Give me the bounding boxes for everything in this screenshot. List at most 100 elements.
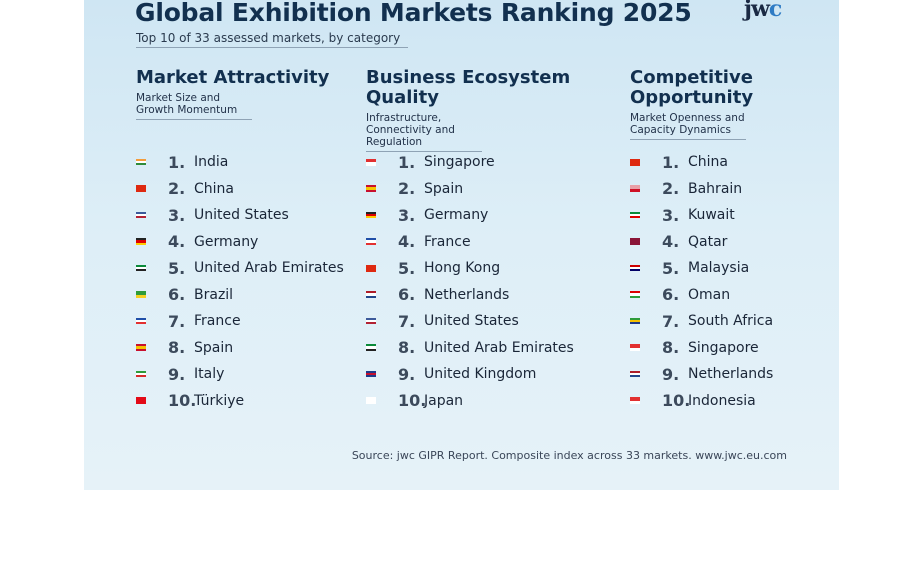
flag-icon — [630, 291, 640, 298]
rank-number: 2. — [168, 179, 186, 198]
rank-number: 7. — [398, 311, 416, 331]
flag-stripe — [366, 400, 376, 404]
ranking-row: 3. Germany — [366, 202, 488, 228]
rank-number: 8. — [662, 338, 680, 357]
flag-stripe — [630, 400, 640, 404]
flag-stripe — [136, 211, 146, 214]
rank-number: 7. — [168, 311, 186, 331]
flag-stripe — [366, 216, 376, 219]
flag-icon — [136, 158, 146, 166]
category-column: Business Ecosystem Quality Infrastructure… — [366, 68, 606, 410]
country-name: Germany — [424, 207, 489, 223]
flag-icon — [366, 397, 376, 404]
flag-stripe — [136, 213, 146, 217]
flag-stripe — [630, 213, 640, 217]
country-name: Singapore — [424, 154, 495, 170]
ranking-row: 4. Qatar — [630, 229, 727, 255]
flag-stripe — [630, 266, 640, 270]
flag-icon — [366, 317, 376, 325]
logo-accent: c — [768, 0, 782, 22]
flag-stripe — [136, 240, 146, 243]
flag-icon — [136, 211, 146, 219]
ranking-row: 5. Hong Kong — [366, 255, 500, 281]
rank-number: 8. — [398, 338, 416, 357]
category-description: Infrastructure, Connectivity and Regulat… — [366, 112, 482, 152]
flag-icon — [630, 264, 640, 272]
logo-text: jw — [744, 0, 770, 22]
country-name: Indonesia — [688, 392, 756, 409]
flag-stripe — [630, 211, 640, 214]
ranking-row: 6. Brazil — [136, 282, 233, 308]
flag-stripe — [136, 264, 146, 267]
rank-number: 5. — [168, 258, 186, 278]
ranking-row: 9. Italy — [136, 361, 224, 387]
flag-icon — [136, 185, 146, 192]
flag-stripe — [136, 317, 146, 320]
country-name: France — [424, 233, 471, 250]
flag-icon — [630, 370, 640, 378]
flag-stripe — [630, 264, 640, 267]
country-name: Netherlands — [424, 286, 510, 303]
flag-stripe — [366, 397, 376, 401]
rank-number: 6. — [662, 285, 680, 304]
flag-stripe — [136, 291, 146, 295]
flag-stripe — [630, 397, 640, 401]
country-name: Brazil — [194, 286, 234, 303]
ranking-row: 4. France — [366, 229, 471, 255]
flag-icon — [366, 158, 376, 166]
logo: jwc — [744, 0, 782, 22]
flag-stripe — [630, 295, 640, 298]
country-name: United States — [424, 313, 519, 329]
rank-number: 3. — [398, 205, 416, 225]
rank-number: 2. — [662, 179, 680, 198]
flag-stripe — [136, 397, 146, 401]
subtitle: Top 10 of 33 assessed markets, by catego… — [136, 31, 409, 48]
flag-stripe — [136, 348, 146, 351]
flag-icon — [136, 344, 146, 351]
country-name: United States — [194, 207, 289, 223]
ranking-row: 2. Bahrain — [630, 176, 742, 202]
rank-number: 1. — [398, 152, 416, 172]
flag-stripe — [136, 269, 146, 272]
ranking-row: 7. France — [136, 308, 241, 334]
category-description: Market Openness and Capacity Dynamics — [630, 112, 746, 140]
flag-stripe — [630, 375, 640, 378]
flag-stripe — [136, 400, 146, 404]
flag-icon — [136, 397, 146, 404]
category-column: Competitive Opportunity Market Openness a… — [630, 67, 870, 410]
flag-stripe — [630, 216, 640, 219]
flag-stripe — [630, 347, 640, 351]
country-name: Italy — [194, 366, 225, 382]
flag-stripe — [630, 158, 640, 162]
flag-stripe — [366, 293, 376, 296]
flag-icon — [366, 291, 376, 298]
flag-stripe — [136, 188, 146, 192]
category-heading: Competitive Opportunity — [630, 67, 754, 108]
flag-stripe — [630, 293, 640, 296]
ranking-row: 9. United Kingdom — [366, 361, 536, 387]
flag-icon — [366, 185, 376, 192]
flag-stripe — [366, 322, 376, 325]
country-name: Spain — [424, 180, 464, 197]
flag-stripe — [136, 216, 146, 219]
country-name: Kuwait — [688, 207, 735, 223]
flag-icon — [630, 397, 640, 404]
country-name: China — [194, 180, 234, 197]
rank-number: 8. — [168, 338, 186, 357]
ranking-row: 10. Türkiye — [136, 388, 244, 414]
country-name: Qatar — [688, 233, 728, 250]
flag-icon — [630, 185, 640, 192]
flag-stripe — [366, 187, 376, 190]
flag-stripe — [366, 319, 376, 323]
flag-stripe — [366, 242, 376, 245]
flag-stripe — [630, 291, 640, 294]
flag-stripe — [366, 211, 376, 214]
flag-stripe — [630, 322, 640, 325]
flag-icon — [366, 370, 376, 378]
ranking-row: 6. Oman — [630, 282, 730, 308]
flag-stripe — [630, 269, 640, 272]
rank-number: 3. — [168, 205, 186, 225]
flag-stripe — [366, 291, 376, 294]
country-name: United Arab Emirates — [424, 339, 574, 356]
flag-stripe — [366, 189, 376, 192]
